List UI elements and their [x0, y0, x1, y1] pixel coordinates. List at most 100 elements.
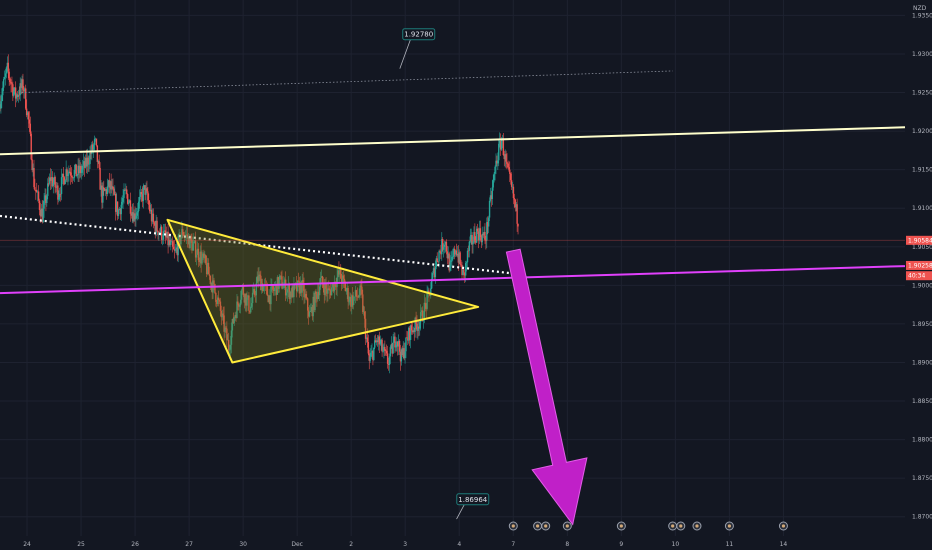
candle-body: [38, 200, 41, 210]
candle-body: [221, 313, 223, 318]
dotted-trendline[interactable]: [0, 214, 517, 275]
candle-body: [97, 161, 99, 162]
candle-body: [25, 108, 28, 116]
candle-body: [235, 314, 237, 318]
candle-body: [115, 201, 118, 212]
event-markers[interactable]: [508, 521, 788, 531]
candle-body: [293, 283, 295, 298]
candle-body: [502, 138, 505, 156]
candle-body: [352, 296, 355, 306]
candle-body: [192, 243, 194, 251]
candle-body: [438, 251, 440, 262]
drawing-layer[interactable]: 1.92780 1.86964: [0, 28, 906, 526]
candle-body: [173, 249, 176, 251]
candle-body: [510, 180, 513, 187]
candle-body: [313, 296, 315, 311]
candle-body: [358, 295, 360, 298]
candle-body: [151, 213, 154, 222]
candle-body: [136, 212, 138, 216]
down-arrow[interactable]: [505, 248, 588, 526]
price-tick-label: 1.92500: [912, 90, 932, 97]
price-badge[interactable]: [906, 260, 932, 270]
candle-body: [74, 164, 77, 170]
resistance-trendline[interactable]: [0, 126, 906, 156]
candle-body: [362, 294, 364, 313]
candle-body: [69, 171, 71, 173]
time-tick-label: 11: [726, 541, 734, 548]
candle-body: [480, 237, 482, 243]
time-axis[interactable]: 24 25 26 27 30 Dec 2 3 4 7 8 9 10 11 14: [23, 541, 787, 548]
candle-body: [182, 229, 184, 235]
candle-body: [270, 286, 272, 305]
candle-body: [123, 189, 125, 198]
candle-body: [70, 175, 73, 178]
price-callout-box[interactable]: [456, 493, 490, 506]
candle-body: [209, 275, 212, 285]
candle-body: [390, 344, 392, 348]
candle-body: [492, 180, 494, 188]
candle-body: [397, 340, 400, 347]
candle-body: [112, 186, 114, 189]
candle-body: [453, 248, 456, 255]
candle-body: [372, 351, 374, 361]
candle-body: [399, 351, 402, 362]
candle-body: [363, 311, 365, 313]
candle-body: [58, 197, 60, 200]
candle-body: [297, 280, 300, 282]
candle-body: [359, 285, 361, 296]
candle-body: [187, 236, 189, 239]
event-marker-dot: [679, 524, 683, 528]
candle-body: [376, 340, 379, 343]
price-axis[interactable]: NZD 1.93500 1.93000 1.92500 1.92000 1.91500 1…: [906, 5, 932, 521]
candle-body: [352, 295, 354, 306]
candle-body: [84, 157, 87, 168]
candle-body: [34, 187, 36, 190]
candle-body: [443, 244, 446, 247]
price-badge[interactable]: [906, 271, 932, 281]
candle-body: [227, 339, 229, 341]
candle-body: [177, 236, 179, 256]
candle-body: [440, 251, 442, 255]
candle-body: [231, 318, 234, 331]
price-callout-box[interactable]: [402, 28, 436, 41]
candle-body: [401, 349, 404, 355]
candle-body: [163, 230, 166, 232]
candle-body: [193, 241, 195, 244]
candle-body: [356, 296, 358, 298]
candle-body: [272, 285, 274, 290]
candle-body: [41, 208, 43, 223]
candle-body: [224, 327, 226, 332]
candle-body: [504, 154, 506, 160]
candle-body: [77, 165, 79, 175]
candle-body: [166, 231, 168, 238]
candle-body: [216, 297, 219, 304]
candle-body: [134, 213, 136, 220]
candle-body: [305, 294, 307, 298]
candle-body: [452, 256, 454, 258]
candle-body: [155, 220, 157, 233]
candle-body: [176, 247, 178, 256]
candle-body: [442, 246, 445, 250]
candle-body: [159, 232, 161, 234]
candle-body: [468, 241, 471, 251]
candle-body: [161, 239, 164, 241]
candle-body: [146, 188, 148, 192]
candle-body: [496, 160, 498, 164]
candle-body: [324, 283, 326, 295]
price-tick-label: 1.91000: [912, 205, 932, 212]
candle-body: [39, 209, 42, 217]
candle-body: [374, 340, 377, 343]
price-badge[interactable]: [906, 235, 932, 245]
support-line[interactable]: [0, 265, 906, 295]
candle-body: [464, 272, 466, 276]
candle-body: [395, 345, 397, 348]
candle-body: [314, 291, 316, 311]
triangle-pattern[interactable]: [166, 218, 480, 364]
candle-body: [488, 200, 491, 218]
candle-body: [454, 250, 457, 255]
price-tick-label: 1.91500: [912, 167, 932, 174]
upper-dotted-line[interactable]: [21, 70, 673, 93]
candle-body: [467, 250, 470, 252]
candle-body: [486, 222, 488, 241]
